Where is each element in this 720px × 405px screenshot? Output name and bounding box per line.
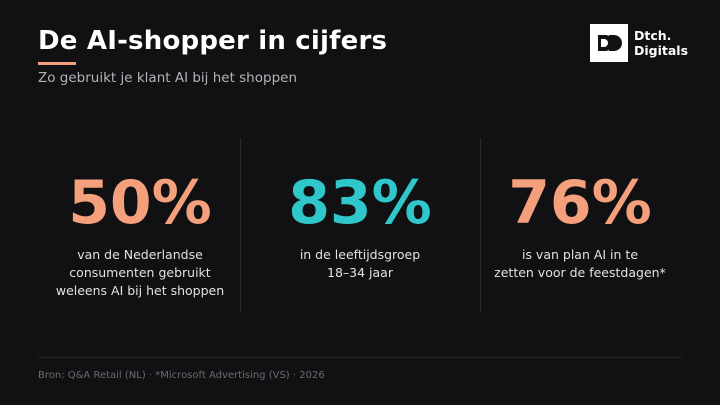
stat-value: 83%: [288, 168, 432, 238]
divider: [240, 138, 241, 312]
stat: 50% van de Nederlandse consumenten gebruik…: [20, 168, 260, 300]
stat-line: 18–34 jaar: [327, 265, 393, 280]
stat-value: 76%: [508, 168, 652, 238]
logo-mark: [590, 24, 628, 62]
stat-line: consumenten gebruikt: [69, 265, 211, 280]
title: De AI-shopper in cijfers: [38, 26, 388, 56]
stat-description: is van plan AI in te zetten voor de feest…: [460, 246, 700, 282]
stat: 83% in de leeftijdsgroep 18–34 jaar: [240, 168, 480, 282]
stat-line: in de leeftijdsgroep: [299, 247, 421, 262]
stat-line: is van plan AI in te: [521, 247, 639, 262]
footer-source: Bron: Q&A Retail (NL) · *Microsoft Adver…: [38, 370, 325, 381]
logo-text: Dtch. Digitals: [634, 28, 688, 58]
stat-line: zetten voor de feestdagen*: [494, 265, 666, 280]
logo-line: Digitals: [634, 43, 689, 58]
logo-line: Dtch.: [634, 28, 672, 43]
stat-description: van de Nederlandse consumenten gebruikt we…: [20, 246, 260, 300]
stat-line: weleens AI bij het shoppen: [55, 283, 225, 298]
stat-description: in de leeftijdsgroep 18–34 jaar: [240, 246, 480, 282]
stat-line: van de Nederlandse: [77, 247, 203, 262]
subtitle: Zo gebruikt je klant AI bij het shoppen: [38, 70, 297, 86]
divider: [480, 138, 481, 312]
title-accent: [38, 62, 76, 65]
footer-rule: [38, 357, 682, 358]
stat-value: 50%: [68, 168, 212, 238]
stat: 76% is van plan AI in te zetten voor de fe…: [460, 168, 700, 282]
